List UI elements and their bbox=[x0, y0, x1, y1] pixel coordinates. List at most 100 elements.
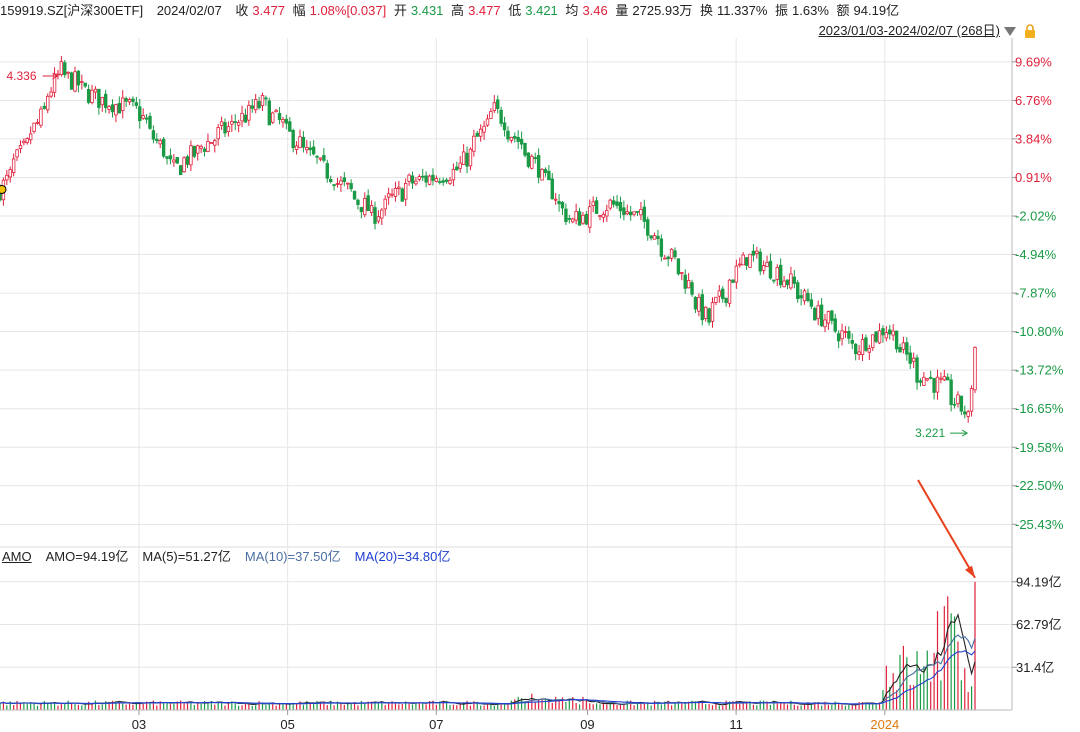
candle-body bbox=[693, 296, 698, 310]
candle-body bbox=[22, 140, 26, 144]
price-y-axis: 9.69% 6.76% 3.84% 0.91% -2.02% -4.94% -7.87% -1… bbox=[1011, 38, 1064, 710]
candle-body bbox=[802, 290, 807, 302]
candle-body bbox=[318, 157, 323, 160]
candle-body bbox=[584, 214, 589, 225]
candle-body bbox=[772, 279, 776, 282]
candle-body bbox=[663, 257, 667, 260]
candle-body bbox=[656, 235, 660, 239]
candle-body bbox=[717, 290, 722, 297]
quote-date: 2024/02/07 bbox=[156, 3, 222, 18]
amo-tick-label: 62.79亿 bbox=[1016, 617, 1062, 632]
candle-body bbox=[151, 130, 156, 140]
candle-body bbox=[506, 130, 510, 140]
candle-body bbox=[144, 117, 149, 120]
candle-body bbox=[465, 152, 469, 167]
candle-body bbox=[155, 138, 159, 142]
candle-body bbox=[502, 122, 507, 131]
amplitude-label: 振 bbox=[775, 3, 789, 18]
candle-body bbox=[530, 155, 534, 169]
volume-label: 量 bbox=[615, 3, 629, 18]
candle-body bbox=[233, 121, 237, 124]
y-tick-label: 3.84% bbox=[1015, 131, 1052, 146]
chart-annotations: 4.336 3.221 bbox=[0, 69, 976, 579]
candle-body bbox=[49, 91, 53, 97]
candle-body bbox=[826, 311, 831, 324]
candle-body bbox=[223, 122, 227, 134]
candle-body bbox=[271, 112, 275, 123]
candle-body bbox=[836, 333, 841, 342]
amo-tick-label: 31.4亿 bbox=[1016, 660, 1054, 675]
amo-ma10: MA(10)=37.50亿 bbox=[244, 549, 341, 564]
candle-body bbox=[952, 403, 957, 406]
candle-body bbox=[642, 206, 647, 222]
candle-body bbox=[881, 328, 885, 336]
candle-body bbox=[28, 133, 33, 141]
candle-body bbox=[526, 152, 531, 167]
candle-body bbox=[288, 121, 292, 132]
candle-body bbox=[867, 348, 872, 353]
candle-body bbox=[260, 95, 265, 107]
amount-label: 额 bbox=[836, 3, 850, 18]
x-tick-label: 05 bbox=[280, 717, 294, 732]
candle-body bbox=[267, 100, 272, 126]
amo-ma-lines bbox=[0, 613, 976, 706]
candle-body bbox=[103, 93, 108, 108]
candle-body bbox=[277, 113, 282, 121]
low-label: 低 bbox=[508, 3, 522, 18]
x-tick-label: 2024 bbox=[870, 717, 899, 732]
chart-grid bbox=[0, 38, 1012, 710]
candle-body bbox=[697, 296, 701, 312]
candle-body bbox=[591, 201, 595, 206]
candle-body bbox=[628, 211, 633, 216]
candle-body bbox=[871, 334, 875, 348]
candle-body bbox=[281, 119, 285, 123]
candle-body bbox=[124, 98, 128, 102]
candle-body bbox=[97, 88, 101, 108]
date-range-selector[interactable]: 2023/01/03-2024/02/07 (268日) bbox=[818, 23, 1000, 38]
candle-body bbox=[813, 307, 817, 321]
amo-tick-label: 94.19亿 bbox=[1016, 574, 1062, 589]
x-tick-label: 09 bbox=[580, 717, 594, 732]
x-tick-label: 11 bbox=[729, 717, 743, 732]
candle-body bbox=[424, 175, 428, 183]
candle-body bbox=[131, 98, 135, 102]
candle-body bbox=[939, 377, 943, 380]
candle-body bbox=[117, 102, 122, 114]
candle-body bbox=[946, 376, 950, 381]
amo-value: AMO=94.19亿 bbox=[45, 549, 129, 564]
candle-body bbox=[66, 71, 70, 74]
candle-body bbox=[311, 146, 316, 155]
period-high-label: 4.336 bbox=[7, 69, 37, 83]
candle-body bbox=[741, 254, 745, 266]
candle-body bbox=[206, 140, 210, 152]
close-label: 收 bbox=[235, 3, 249, 18]
candle-body bbox=[499, 109, 503, 124]
candle-body bbox=[257, 101, 261, 109]
candle-body bbox=[925, 378, 929, 381]
candle-body bbox=[581, 214, 585, 224]
candle-body bbox=[564, 208, 568, 223]
candle-body bbox=[5, 174, 9, 181]
amo-indicator-name[interactable]: AMO bbox=[2, 549, 32, 564]
candle-body bbox=[686, 280, 691, 289]
candle-body bbox=[294, 145, 299, 150]
change-value: 1.08%[0.037] bbox=[309, 3, 387, 18]
candle-body bbox=[189, 145, 193, 166]
candle-body bbox=[400, 188, 404, 202]
candle-body bbox=[905, 342, 909, 355]
candle-body bbox=[448, 179, 452, 184]
volume-value: 2725.93万 bbox=[632, 3, 693, 18]
candle-body bbox=[458, 162, 462, 169]
y-tick-label: 9.69% bbox=[1015, 54, 1052, 69]
candle-body bbox=[874, 331, 878, 342]
candle-body bbox=[560, 201, 565, 209]
lock-icon[interactable] bbox=[1024, 24, 1036, 38]
dropdown-triangle-icon[interactable] bbox=[1004, 27, 1016, 36]
candle-body bbox=[577, 211, 582, 226]
candle-body bbox=[455, 166, 459, 171]
candle-body bbox=[622, 207, 626, 216]
candle-body bbox=[322, 155, 326, 161]
candle-body bbox=[18, 145, 23, 149]
y-tick-label: 0.91% bbox=[1015, 170, 1052, 185]
